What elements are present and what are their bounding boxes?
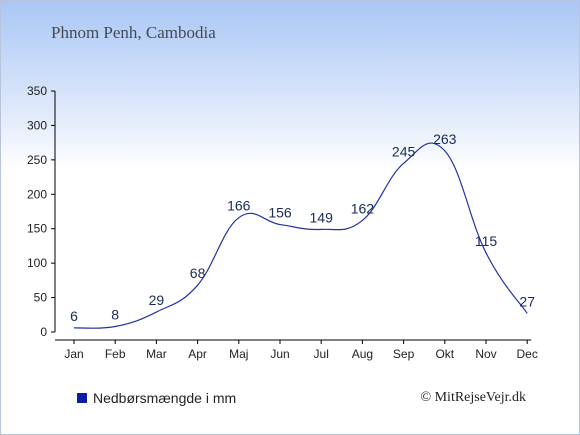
y-tick-label: 300: [27, 118, 47, 132]
y-tick-label: 100: [27, 256, 47, 270]
data-label: 27: [519, 293, 535, 309]
y-tick-label: 150: [27, 222, 47, 236]
data-label: 149: [310, 209, 334, 225]
data-label: 162: [351, 200, 375, 216]
x-tick-label: Aug: [352, 347, 373, 361]
data-label: 68: [190, 265, 206, 281]
y-tick-label: 200: [27, 187, 47, 201]
x-tick-label: Okt: [435, 347, 454, 361]
data-label: 115: [475, 233, 498, 249]
y-tick-label: 50: [34, 291, 48, 305]
x-tick-label: Nov: [475, 347, 496, 361]
data-label: 29: [149, 292, 165, 308]
data-label: 156: [268, 205, 292, 221]
x-tick-label: Mar: [146, 347, 167, 361]
y-tick-label: 250: [27, 153, 47, 167]
credit-text: © MitRejseVejr.dk: [420, 390, 526, 405]
data-label: 6: [70, 308, 78, 324]
y-tick-label: 350: [27, 84, 47, 98]
legend: Nedbørsmængde i mm: [77, 390, 236, 406]
x-tick-label: Feb: [105, 347, 126, 361]
x-tick-label: Jan: [64, 347, 83, 361]
x-tick-label: Sep: [393, 347, 415, 361]
data-label: 166: [227, 198, 251, 214]
x-tick-label: Apr: [188, 347, 207, 361]
chart-title: Phnom Penh, Cambodia: [51, 23, 216, 42]
data-label: 8: [111, 306, 119, 322]
x-tick-label: Dec: [517, 347, 538, 361]
x-tick-label: Jun: [270, 347, 289, 361]
rainfall-series-line: [73, 142, 528, 329]
x-tick-label: Jul: [314, 347, 329, 361]
legend-label: Nedbørsmængde i mm: [93, 390, 237, 406]
data-label: 263: [433, 131, 457, 147]
y-tick-label: 0: [40, 325, 47, 339]
data-label: 245: [392, 143, 416, 159]
legend-swatch: [77, 393, 87, 403]
x-tick-label: Maj: [229, 347, 248, 361]
